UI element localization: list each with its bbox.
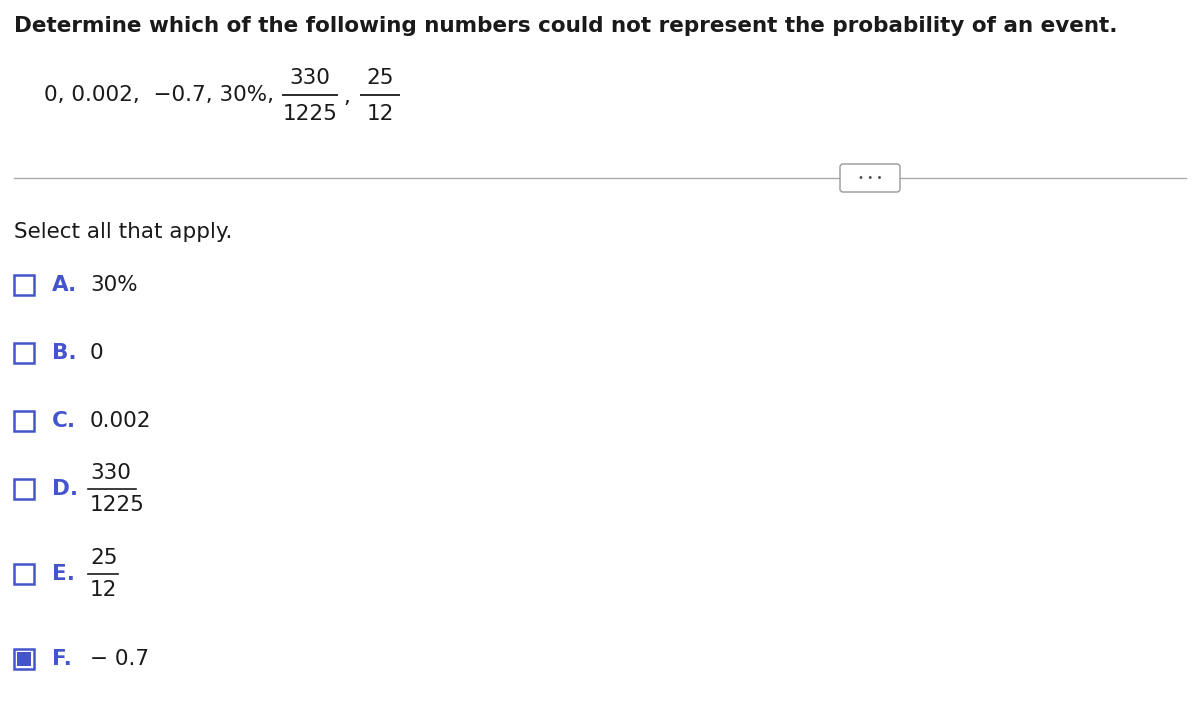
Text: • • •: • • • xyxy=(858,173,882,183)
Text: 30%: 30% xyxy=(90,275,138,295)
Text: 0: 0 xyxy=(90,343,103,363)
Text: 330: 330 xyxy=(289,68,330,88)
Text: Select all that apply.: Select all that apply. xyxy=(14,222,233,242)
Bar xyxy=(14,479,34,499)
Text: 1225: 1225 xyxy=(90,495,145,515)
Text: 25: 25 xyxy=(90,548,118,568)
FancyBboxPatch shape xyxy=(840,164,900,192)
Text: 25: 25 xyxy=(366,68,394,88)
Text: Determine which of the following numbers could not represent the probability of : Determine which of the following numbers… xyxy=(14,16,1117,36)
Text: − 0.7: − 0.7 xyxy=(90,649,149,669)
Bar xyxy=(14,411,34,431)
Text: 12: 12 xyxy=(90,580,118,600)
Bar xyxy=(14,564,34,584)
Text: A.: A. xyxy=(52,275,77,295)
Text: C.: C. xyxy=(52,411,76,431)
Text: ,: , xyxy=(343,87,350,107)
Text: 0.002: 0.002 xyxy=(90,411,151,431)
Text: F.: F. xyxy=(52,649,72,669)
Text: E.: E. xyxy=(52,564,74,584)
Text: 0, 0.002,  −0.7, 30%,: 0, 0.002, −0.7, 30%, xyxy=(44,85,274,105)
Bar xyxy=(14,343,34,363)
Bar xyxy=(14,275,34,295)
Bar xyxy=(14,649,34,669)
Text: 1225: 1225 xyxy=(282,104,337,124)
Text: B.: B. xyxy=(52,343,77,363)
Bar xyxy=(17,652,31,666)
Text: D.: D. xyxy=(52,479,78,499)
Text: 330: 330 xyxy=(90,463,131,483)
Text: 12: 12 xyxy=(366,104,394,124)
